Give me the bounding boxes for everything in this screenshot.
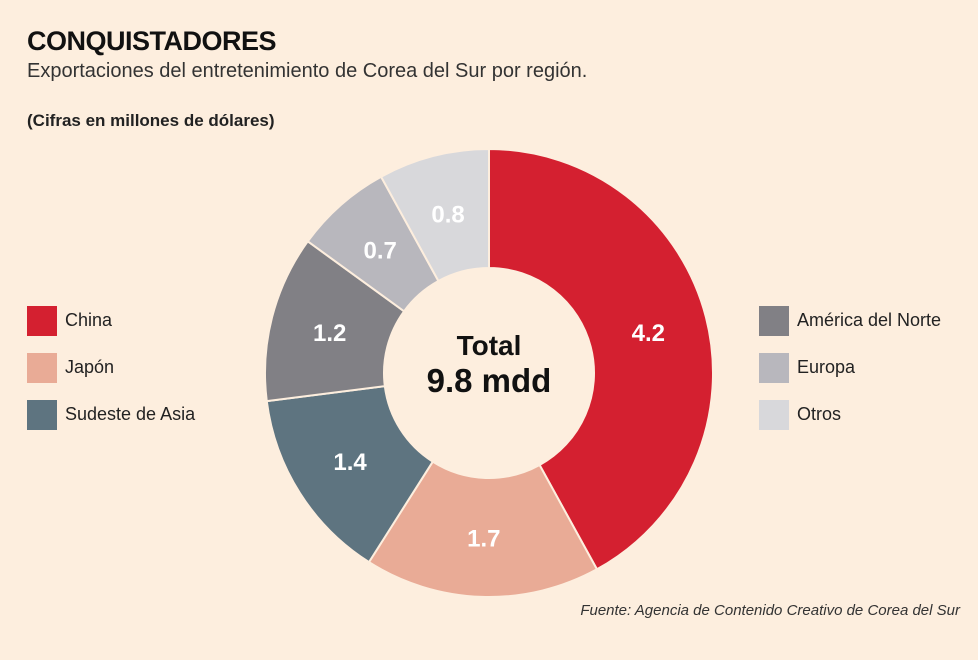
slice-china <box>488 147 714 571</box>
slice-label-europa: 0.7 <box>364 238 397 265</box>
legend-swatch-sudeste-asia <box>27 399 57 430</box>
legend-label-europa: Europa <box>797 357 856 377</box>
slice-label-otros: 0.8 <box>431 202 464 229</box>
legend-swatch-america-norte <box>759 305 789 336</box>
units-note: (Cifras en millones de dólares) <box>27 111 275 130</box>
slice-sudeste-de-asia <box>265 385 435 564</box>
legend-right: América del Norte Europa Otros <box>759 297 941 438</box>
source-note: Fuente: Agencia de Contenido Creativo de… <box>580 602 960 619</box>
legend-item-sudeste-asia: Sudeste de Asia <box>27 391 195 438</box>
legend-label-sudeste-asia: Sudeste de Asia <box>65 404 196 424</box>
legend-item-china: China <box>27 297 195 344</box>
legend-item-japon: Japón <box>27 344 195 391</box>
slice-jap-n <box>367 460 599 598</box>
center-value: 9.8 mdd <box>427 362 552 399</box>
legend-item-america-norte: América del Norte <box>759 297 941 344</box>
slice-label-china: 4.2 <box>632 320 665 347</box>
legend-swatch-europa <box>759 352 789 383</box>
legend-item-otros: Otros <box>759 391 941 438</box>
legend-label-otros: Otros <box>797 404 842 424</box>
legend-swatch-otros <box>759 399 789 430</box>
legend-label-china: China <box>65 310 113 330</box>
slice-label-jap-n: 1.7 <box>467 525 500 552</box>
slice-label-sudeste-de-asia: 1.4 <box>333 449 367 476</box>
legend-label-japon: Japón <box>65 357 115 377</box>
legend-item-europa: Europa <box>759 344 941 391</box>
legend-swatch-china <box>27 305 57 336</box>
chart-title: CONQUISTADORES <box>27 26 277 56</box>
legend-left: China Japón Sudeste de Asia <box>27 297 195 438</box>
slice-label-am-rica-del-norte: 1.2 <box>313 320 346 347</box>
slice-otros <box>379 147 490 283</box>
center-label: Total <box>457 330 522 361</box>
legend-swatch-japon <box>27 352 57 383</box>
chart-subtitle: Exportaciones del entretenimiento de Cor… <box>27 60 588 82</box>
legend-label-america-norte: América del Norte <box>797 310 942 330</box>
